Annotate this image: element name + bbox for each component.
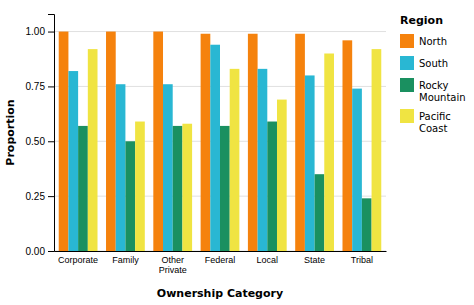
bar <box>182 124 192 251</box>
x-tick-label: Local <box>257 255 279 265</box>
legend-swatch <box>400 109 414 123</box>
y-tick-mark <box>48 32 54 33</box>
bar <box>267 122 277 251</box>
y-axis-title: Proportion <box>4 99 17 165</box>
y-tick-label: 1.00 <box>26 26 46 37</box>
text-line: North <box>419 36 447 47</box>
bar <box>372 49 382 251</box>
legend-swatch <box>400 56 414 70</box>
bar <box>295 34 305 251</box>
y-tick-mark <box>48 251 54 252</box>
bar <box>230 69 240 251</box>
y-tick-mark <box>48 196 54 197</box>
y-axis-line <box>48 15 55 252</box>
x-tick: Corporate <box>58 255 98 265</box>
bar <box>116 84 126 251</box>
x-axis-title: Ownership Category <box>157 287 283 300</box>
bar <box>106 32 116 251</box>
chart: Corporate Family OtherPrivate Federal Local S… <box>0 0 474 305</box>
x-tick: State <box>304 255 325 265</box>
bar <box>258 69 268 251</box>
x-tick-label: Corporate <box>58 255 98 265</box>
text-line: Local <box>257 255 279 265</box>
y-tick-label: 0.25 <box>26 191 46 202</box>
x-tick: Local <box>257 255 279 265</box>
y-tick: 0.75 <box>26 81 54 92</box>
x-tick: Tribal <box>351 255 373 265</box>
text-line: Other <box>161 255 184 265</box>
y-tick-label: 0.75 <box>26 81 46 92</box>
bar <box>173 126 183 251</box>
text-line: Tribal <box>351 255 373 265</box>
text-line: Mountain <box>419 92 466 103</box>
bar <box>88 49 98 251</box>
y-tick: 0.25 <box>26 191 54 202</box>
y-axis: 0.00 0.25 0.50 0.75 1.00 <box>26 15 55 257</box>
y-tick: 1.00 <box>26 26 54 37</box>
bar <box>201 34 211 251</box>
x-tick: Federal <box>205 255 236 265</box>
bars <box>59 32 382 251</box>
x-tick-label: Federal <box>205 255 236 265</box>
x-tick-label: Family <box>112 255 139 265</box>
x-axis-line <box>55 251 387 252</box>
legend-label: RockyMountain <box>419 80 466 103</box>
text-line: South <box>419 58 448 69</box>
x-tick-label: Tribal <box>351 255 373 265</box>
bar <box>305 75 315 251</box>
legend-swatch <box>400 78 414 92</box>
grid-line <box>54 31 386 32</box>
bar <box>68 71 78 251</box>
text-line: Coast <box>419 123 447 134</box>
y-tick-label: 0.50 <box>26 136 46 147</box>
y-tick-label: 0.00 <box>26 246 46 257</box>
bar <box>248 34 258 251</box>
bar <box>78 126 88 251</box>
text-line: Rocky <box>419 80 449 91</box>
grid <box>54 32 386 251</box>
x-tick: Family <box>112 255 139 265</box>
bar <box>210 45 220 251</box>
x-axis: Corporate Family OtherPrivate Federal Local S… <box>55 252 387 276</box>
legend-label: North <box>419 36 447 47</box>
bar <box>135 122 145 251</box>
text-line: Pacific <box>419 111 451 122</box>
y-tick: 0.50 <box>26 136 54 147</box>
x-tick-label: State <box>304 255 325 265</box>
bar <box>315 174 325 251</box>
bar <box>153 32 163 251</box>
bar <box>342 40 352 251</box>
x-tick: OtherPrivate <box>159 255 187 275</box>
y-tick-mark <box>48 141 54 142</box>
text-line: Private <box>159 265 187 275</box>
legend-item: North <box>400 34 447 48</box>
legend-item: South <box>400 56 448 70</box>
text-line: Federal <box>205 255 236 265</box>
bar <box>324 54 334 252</box>
bar <box>163 84 173 251</box>
bar <box>362 198 372 251</box>
legend-item: PacificCoast <box>400 109 451 134</box>
bar-series <box>88 49 381 251</box>
bar-series <box>59 32 352 251</box>
bar <box>59 32 69 251</box>
text-line: State <box>304 255 325 265</box>
plot: Corporate Family OtherPrivate Federal Local S… <box>26 15 387 276</box>
x-tick-label: OtherPrivate <box>159 255 187 275</box>
bar <box>220 126 230 251</box>
bar <box>277 100 287 251</box>
legend-swatch <box>400 34 414 48</box>
legend-label: South <box>419 58 448 69</box>
bar-series <box>68 45 361 251</box>
legend-label: PacificCoast <box>419 111 451 134</box>
y-tick: 0.00 <box>26 246 54 257</box>
y-tick-mark <box>48 86 54 87</box>
text-line: Family <box>112 255 139 265</box>
legend-item: RockyMountain <box>400 78 466 103</box>
legend-title: Region <box>400 14 443 27</box>
legend: Region North South RockyMountain PacificCoas… <box>400 14 466 134</box>
text-line: Corporate <box>58 255 98 265</box>
bar <box>125 141 135 251</box>
bar <box>352 89 362 251</box>
